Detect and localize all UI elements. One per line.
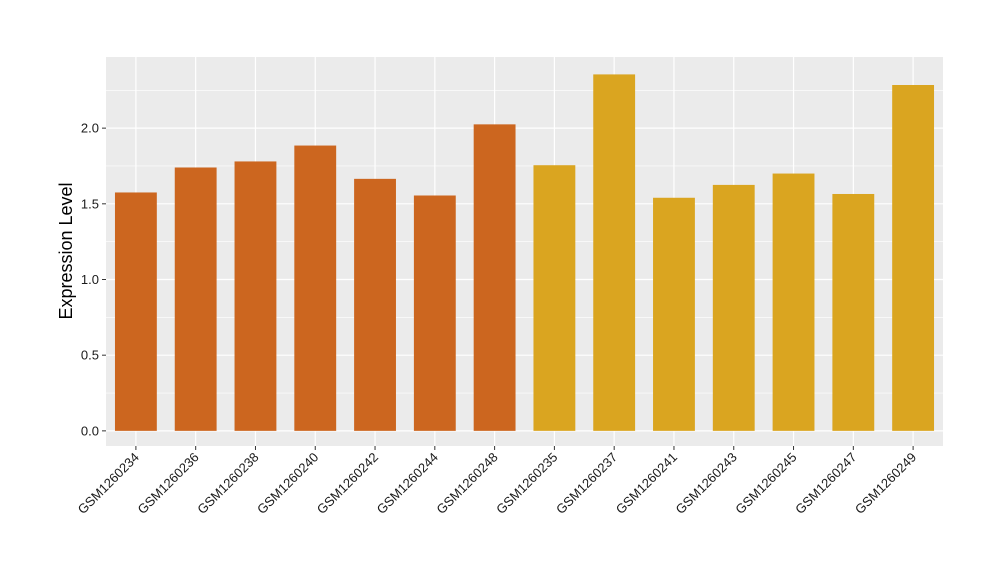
bar-GSM1260248 <box>473 124 516 431</box>
x-tick-label: GSM1260234 <box>75 450 142 517</box>
x-tick-label: GSM1260241 <box>613 450 680 517</box>
bar-GSM1260249 <box>892 85 935 431</box>
x-tick-label: GSM1260244 <box>374 450 441 517</box>
x-tick-label: GSM1260236 <box>134 450 201 517</box>
x-tick-label: GSM1260242 <box>314 450 381 517</box>
x-tick-label: GSM1260249 <box>852 450 919 517</box>
bar-GSM1260243 <box>712 184 755 431</box>
y-tick-label: 1.0 <box>81 272 99 287</box>
x-tick-label: GSM1260240 <box>254 450 321 517</box>
bar-GSM1260247 <box>832 193 875 431</box>
bar-GSM1260237 <box>593 74 636 431</box>
bar-GSM1260242 <box>354 178 396 431</box>
bar-GSM1260238 <box>234 161 277 431</box>
x-tick-label: GSM1260245 <box>732 450 799 517</box>
bar-GSM1260244 <box>413 195 456 431</box>
x-tick-label: GSM1260238 <box>194 450 261 517</box>
y-tick-label: 0.0 <box>81 423 99 438</box>
bars-group <box>114 74 935 431</box>
x-tick-label: GSM1260248 <box>433 450 500 517</box>
bar-GSM1260245 <box>772 173 815 431</box>
y-tick-label: 0.5 <box>81 348 99 363</box>
bar-GSM1260235 <box>533 165 576 431</box>
x-tick-label: GSM1260235 <box>493 450 560 517</box>
plot-panel <box>106 57 943 446</box>
bar-GSM1260236 <box>174 167 217 431</box>
x-tick-label: GSM1260243 <box>673 450 740 517</box>
y-axis: 0.0 0.5 1.0 1.5 2.0 <box>81 121 106 438</box>
bar-GSM1260234 <box>114 192 157 431</box>
bar-GSM1260241 <box>653 197 695 431</box>
bar-GSM1260240 <box>294 145 337 431</box>
y-axis-title: Expression Level <box>56 182 76 319</box>
y-tick-label: 1.5 <box>81 196 99 211</box>
x-tick-label: GSM1260237 <box>553 450 620 517</box>
y-tick-label: 2.0 <box>81 121 99 136</box>
x-tick-label: GSM1260247 <box>792 450 859 517</box>
x-axis: GSM1260234GSM1260236GSM1260238GSM1260240… <box>75 446 919 517</box>
